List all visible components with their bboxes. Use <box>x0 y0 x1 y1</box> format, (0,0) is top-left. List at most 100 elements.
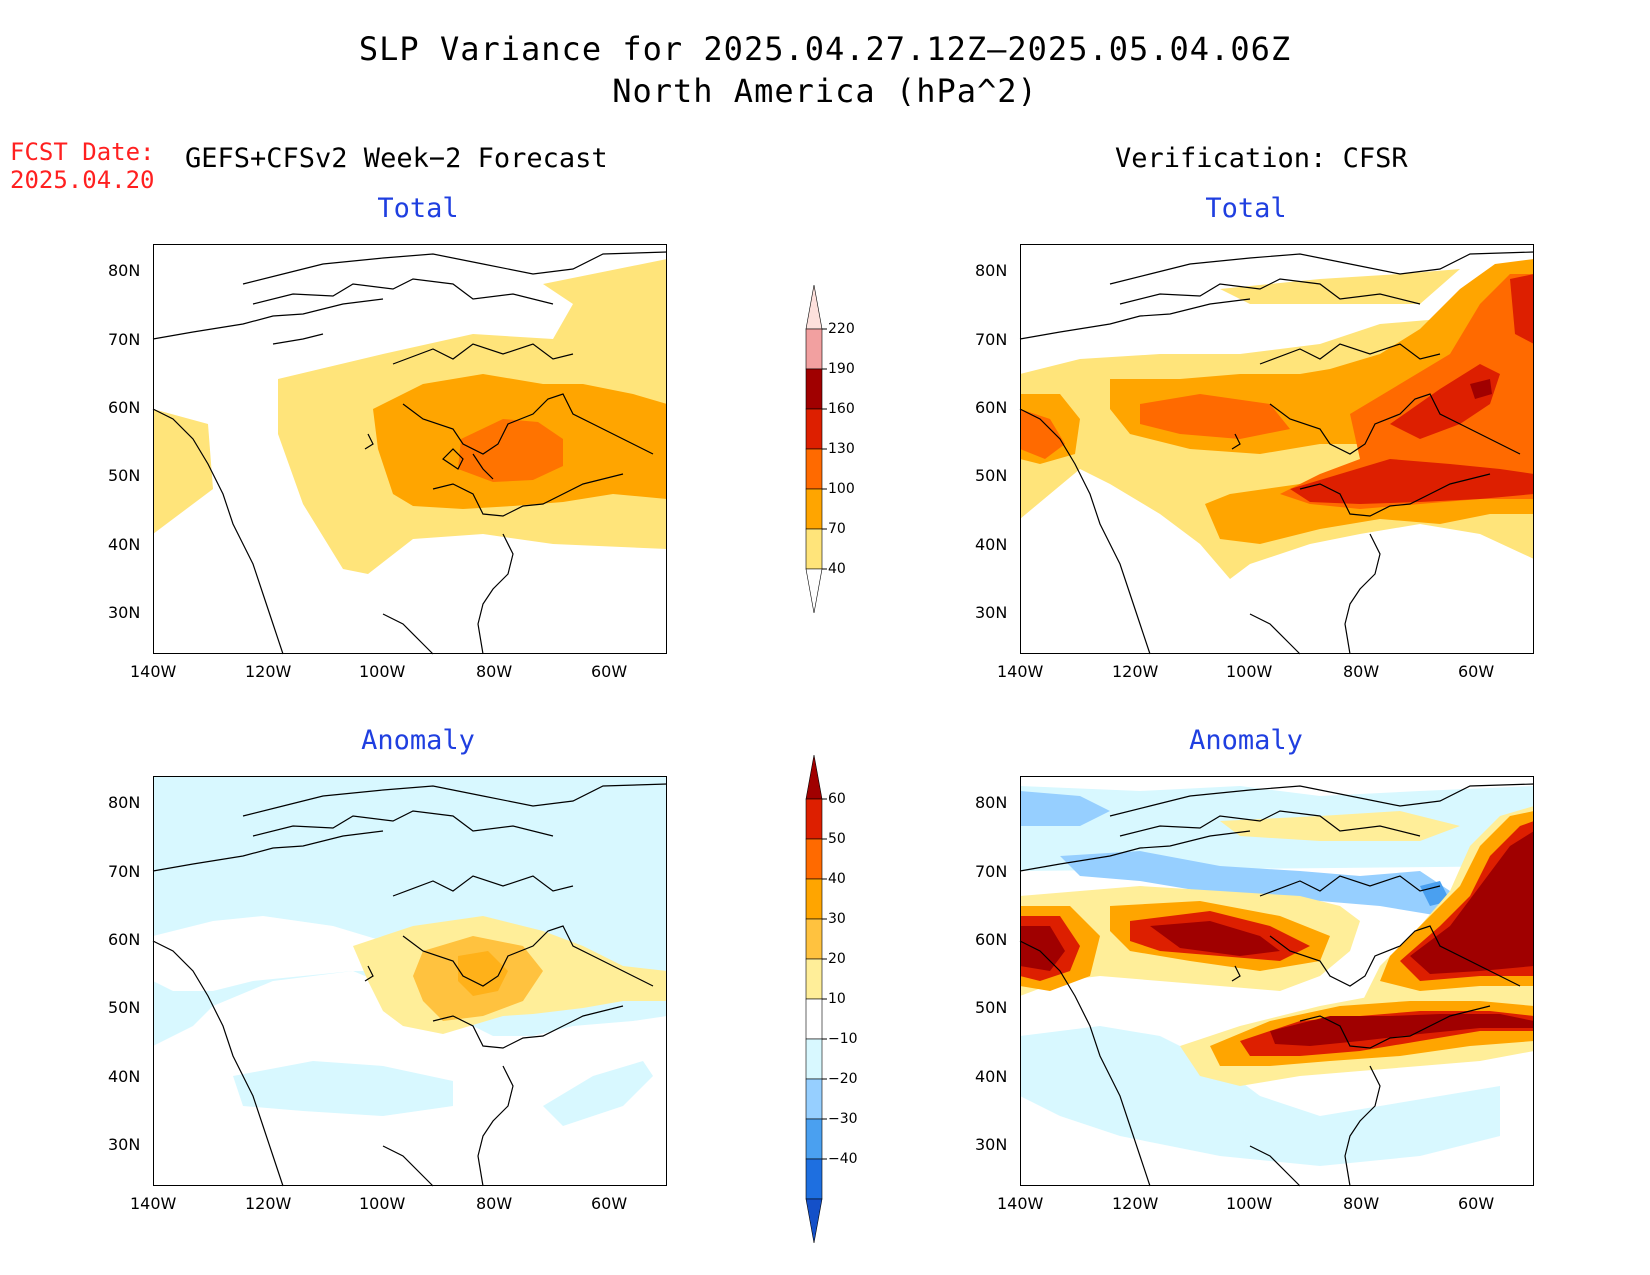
colorbar-label: −40 <box>828 1151 858 1167</box>
colorbar-label: 220 <box>828 321 855 337</box>
colorbar-label: 40 <box>828 561 846 577</box>
forecast-total-field <box>152 244 668 655</box>
lon-label: 120W <box>1112 662 1159 681</box>
colorbar-swatch <box>805 878 823 920</box>
lon-label: 120W <box>245 1194 292 1213</box>
colorbar-swatch <box>805 368 823 410</box>
fcst-date-value: 2025.04.20 <box>10 166 155 194</box>
lon-label: 100W <box>359 662 406 681</box>
lat-label: 70N <box>975 330 1008 349</box>
colorbar-label: −10 <box>828 1031 858 1047</box>
lon-label: 60W <box>591 662 628 681</box>
verification-anomaly-map <box>1019 776 1535 1187</box>
colorbar-swatch <box>805 798 823 840</box>
colorbar-swatch <box>805 488 823 530</box>
forecast-total-map <box>152 244 668 655</box>
lat-label: 80N <box>108 793 141 812</box>
lat-label: 70N <box>108 862 141 881</box>
lon-label: 100W <box>359 1194 406 1213</box>
colorbar-swatch <box>805 1158 823 1200</box>
verification-total-field <box>1019 244 1535 655</box>
colorbar-swatch <box>805 958 823 1000</box>
main-title: SLP Variance for 2025.04.27.12Z–2025.05.… <box>358 30 1292 68</box>
total-colorbar <box>805 284 886 615</box>
lat-label: 30N <box>108 603 141 622</box>
colorbar-swatch <box>805 1038 823 1080</box>
lon-label: 140W <box>130 1194 177 1213</box>
lat-label: 50N <box>975 466 1008 485</box>
lon-label: 60W <box>1458 662 1495 681</box>
colorbar-label: −20 <box>828 1071 858 1087</box>
lat-label: 60N <box>975 930 1008 949</box>
lat-label: 40N <box>108 535 141 554</box>
lon-label: 140W <box>997 662 1044 681</box>
lat-label: 80N <box>108 261 141 280</box>
forecast-anomaly-title: Anomaly <box>361 725 475 756</box>
colorbar-swatch <box>805 408 823 450</box>
colorbar-swatch <box>805 328 823 370</box>
main-subtitle: North America (hPa^2) <box>612 72 1038 110</box>
colorbar-label: −30 <box>828 1111 858 1127</box>
colorbar-swatch <box>805 448 823 490</box>
forecast-anomaly-frame <box>153 776 667 1186</box>
colorbar-label: 190 <box>828 361 855 377</box>
colorbar-label: 40 <box>828 871 846 887</box>
colorbar-swatch <box>805 754 823 800</box>
verification-anomaly-title: Anomaly <box>1189 725 1303 756</box>
verification-total-frame <box>1020 244 1534 654</box>
colorbar-swatch <box>805 998 823 1040</box>
fcst-date-label: FCST Date: <box>10 138 155 166</box>
lat-label: 70N <box>108 330 141 349</box>
forecast-anomaly-map <box>152 776 668 1187</box>
lat-label: 50N <box>975 998 1008 1017</box>
forecast-total-title: Total <box>377 193 459 224</box>
colorbar-label: 130 <box>828 441 855 457</box>
colorbar-swatch <box>805 568 823 614</box>
lat-label: 60N <box>975 398 1008 417</box>
lat-label: 60N <box>108 398 141 417</box>
lat-label: 70N <box>975 862 1008 881</box>
forecast-total-frame <box>153 244 667 654</box>
verification-total-map <box>1019 244 1535 655</box>
lon-label: 80W <box>476 1194 513 1213</box>
forecast-column-header: GEFS+CFSv2 Week−2 Forecast <box>185 143 608 174</box>
lat-label: 40N <box>975 1067 1008 1086</box>
lat-label: 30N <box>975 603 1008 622</box>
lon-label: 60W <box>1458 1194 1495 1213</box>
verification-anomaly-frame <box>1020 776 1534 1186</box>
lat-label: 50N <box>108 466 141 485</box>
colorbar-swatch <box>805 918 823 960</box>
colorbar-label: 100 <box>828 481 855 497</box>
lon-label: 100W <box>1226 662 1273 681</box>
colorbar-swatch <box>805 1078 823 1120</box>
lon-label: 60W <box>591 1194 628 1213</box>
lon-label: 80W <box>476 662 513 681</box>
lon-label: 100W <box>1226 1194 1273 1213</box>
verification-total-title: Total <box>1205 193 1287 224</box>
colorbar-label: 20 <box>828 951 846 967</box>
colorbar-label: 50 <box>828 831 846 847</box>
lon-label: 120W <box>245 662 292 681</box>
colorbar-label: 70 <box>828 521 846 537</box>
anomaly-colorbar <box>805 754 886 1244</box>
lat-label: 40N <box>108 1067 141 1086</box>
lat-label: 30N <box>108 1135 141 1154</box>
colorbar-label: 30 <box>828 911 846 927</box>
lat-label: 40N <box>975 535 1008 554</box>
lat-label: 80N <box>975 261 1008 280</box>
lon-label: 140W <box>997 1194 1044 1213</box>
total-colorbar-swatches <box>805 284 827 614</box>
lat-label: 30N <box>975 1135 1008 1154</box>
lon-label: 120W <box>1112 1194 1159 1213</box>
colorbar-label: 160 <box>828 401 855 417</box>
colorbar-swatch <box>805 1118 823 1160</box>
lon-label: 80W <box>1343 662 1380 681</box>
colorbar-swatch <box>805 838 823 880</box>
verification-anomaly-field <box>1019 776 1535 1187</box>
forecast-anomaly-field <box>152 776 668 1187</box>
lon-label: 140W <box>130 662 177 681</box>
anomaly-colorbar-swatches <box>805 754 827 1244</box>
lon-label: 80W <box>1343 1194 1380 1213</box>
lat-label: 50N <box>108 998 141 1017</box>
verification-column-header: Verification: CFSR <box>1115 143 1408 174</box>
